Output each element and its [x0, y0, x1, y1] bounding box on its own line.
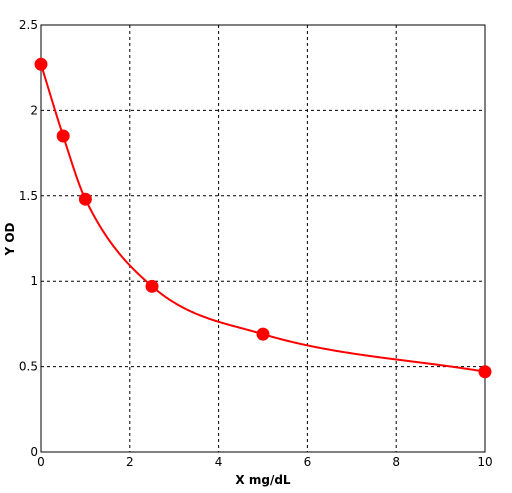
- x-tick-label: 0: [37, 455, 45, 469]
- y-tick-label: 1: [30, 274, 38, 288]
- data-point: [78, 192, 92, 206]
- x-tick-label: 4: [215, 455, 223, 469]
- grid: [41, 25, 485, 452]
- tick-labels: 0 2 4 6 8 10 0 0.5 1 1.5 2 2.5: [19, 18, 493, 469]
- data-points: [34, 57, 492, 379]
- x-tick-label: 2: [126, 455, 134, 469]
- data-point: [56, 129, 70, 143]
- y-axis-title: Y OD: [3, 222, 17, 256]
- x-tick-label: 6: [304, 455, 312, 469]
- data-point: [478, 365, 492, 379]
- x-axis-title: X mg/dL: [235, 473, 290, 487]
- x-tick-label: 8: [392, 455, 400, 469]
- data-point: [256, 327, 270, 341]
- y-tick-label: 0.5: [19, 360, 38, 374]
- y-tick-label: 1.5: [19, 189, 38, 203]
- y-tick-label: 2.5: [19, 18, 38, 32]
- y-tick-label: 2: [30, 103, 38, 117]
- plot-area-frame: [40, 24, 486, 453]
- x-tick-label: 10: [477, 455, 492, 469]
- data-point: [145, 279, 159, 293]
- data-point: [34, 57, 48, 71]
- y-tick-label: 0: [30, 445, 38, 459]
